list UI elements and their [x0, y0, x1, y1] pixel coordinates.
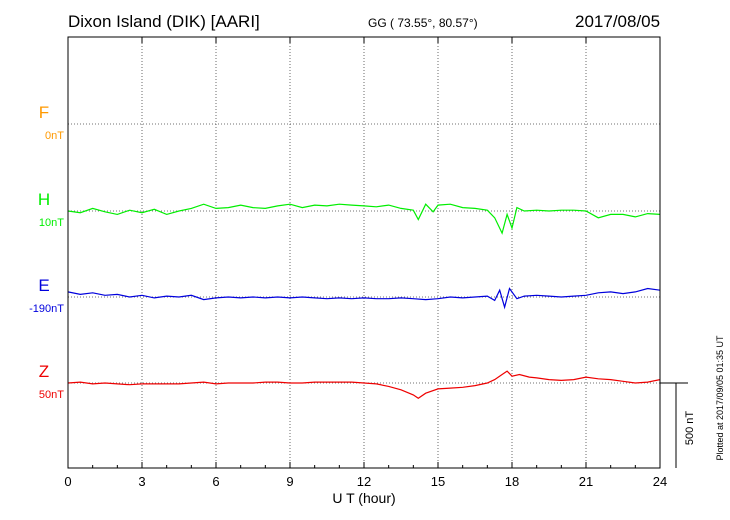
series-name-h: H: [38, 190, 50, 209]
series-name-z: Z: [39, 362, 49, 381]
series-lines: [67, 203, 661, 400]
x-tick-label: 9: [286, 474, 293, 489]
station-title: Dixon Island (DIK) [AARI]: [68, 12, 260, 31]
series-line-e: [67, 287, 661, 310]
x-tick-label: 24: [653, 474, 667, 489]
x-tick-label: 15: [431, 474, 445, 489]
series-baseline-h: 10nT: [39, 217, 64, 229]
date-label: 2017/08/05: [575, 12, 661, 31]
plot-frame: [67, 36, 661, 469]
scale-bar: 500 nT: [660, 382, 696, 468]
series-line-h: [67, 203, 661, 235]
series-line-z: [67, 370, 661, 400]
x-axis-label: U T (hour): [332, 490, 395, 506]
x-tick-label: 18: [505, 474, 519, 489]
x-tick-label: 21: [579, 474, 593, 489]
plotted-note: Plotted at 2017/09/05 01:35 UT: [715, 335, 725, 461]
scale-bar-label: 500 nT: [684, 411, 696, 446]
x-tick-label: 0: [64, 474, 71, 489]
series-baseline-f: 0nT: [45, 130, 64, 142]
geographic-coordinates: GG ( 73.55°, 80.57°): [368, 16, 478, 30]
series-baseline-e: -190nT: [29, 303, 64, 315]
series-baseline-z: 50nT: [39, 389, 64, 401]
x-tick-label: 3: [138, 474, 145, 489]
series-name-f: F: [39, 103, 49, 122]
x-tick-label: 6: [212, 474, 219, 489]
series-labels: F 0nT H 10nT E -190nT Z 50nT: [29, 103, 64, 401]
x-tick-label: 12: [357, 474, 371, 489]
series-name-e: E: [38, 276, 49, 295]
x-ticks: 0 3 6 9 12 15 18 21 24: [64, 37, 667, 489]
grid: [68, 37, 660, 468]
